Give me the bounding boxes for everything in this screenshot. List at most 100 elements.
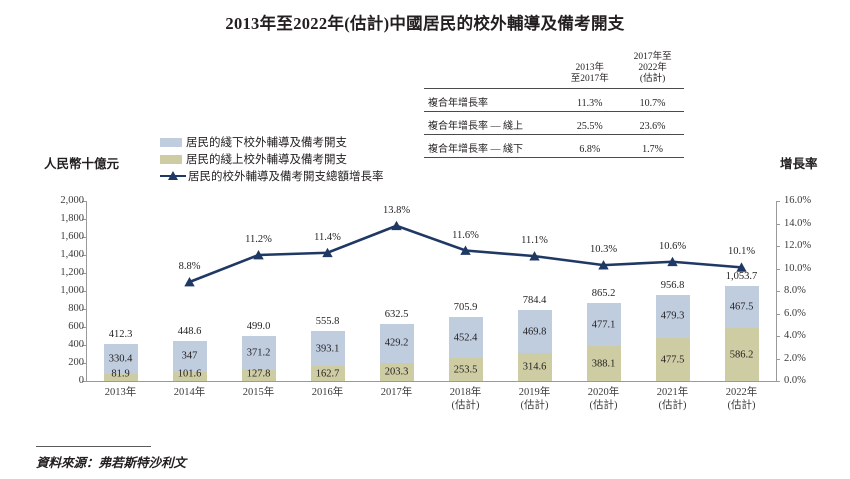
y-tick-right — [776, 313, 780, 315]
cagr-table-body: 複合年增長率 11.3% 10.7% 複合年增長率 — 綫上 25.5% 23.… — [424, 88, 684, 158]
x-tick-label-line1: 2021年 — [656, 387, 689, 398]
legend-swatch-online-icon — [160, 154, 182, 164]
bar-segment-offline — [172, 340, 207, 372]
bar-segment-offline — [586, 303, 621, 347]
legend-item-offline: 居民的綫下校外輔導及備考開支 — [160, 134, 384, 150]
bar-label-online: 162.7 — [315, 368, 340, 380]
bar-label-online: 101.6 — [177, 368, 202, 380]
growth-rate-label: 11.6% — [452, 229, 479, 241]
y-tick-label-left: 0 — [78, 374, 84, 386]
bar-label-total: 784.4 — [522, 295, 547, 307]
bar-label-total: 412.3 — [108, 328, 133, 340]
x-tick-label: 2019年 (估計) — [519, 386, 551, 412]
bar-label-offline: 371.2 — [246, 347, 271, 359]
growth-rate-marker — [253, 250, 264, 260]
legend-item-online: 居民的綫上校外輔導及備考開支 — [160, 151, 384, 167]
bar-label-online: 81.9 — [111, 368, 130, 380]
x-tick-label-line1: 2017年 — [380, 387, 413, 398]
y-tick-right — [776, 358, 780, 360]
bar-stack — [241, 336, 276, 381]
cagr-row-0-v2: 10.7% — [621, 88, 684, 112]
bar-stack — [103, 343, 138, 381]
legend-label-online: 居民的綫上校外輔導及備考開支 — [186, 154, 347, 166]
bar-stack — [310, 330, 345, 381]
source-rule — [36, 446, 151, 448]
cagr-table: 2013年 至2017年 2017年至 2022年 (估計) 複合年增長率 11… — [424, 50, 684, 158]
bar-label-total: 956.8 — [660, 279, 685, 291]
y-tick-label-left: 1,200 — [60, 266, 84, 278]
x-tick-label-line2: (估計) — [520, 400, 549, 412]
legend-line-marker-icon — [160, 170, 186, 182]
x-tick-label: 2016年 — [312, 386, 344, 399]
bar-label-online: 388.1 — [591, 358, 616, 370]
y-tick-label-right: 10.0% — [784, 262, 812, 274]
bar-label-total: 705.9 — [453, 302, 478, 314]
bar-segment-offline — [724, 286, 759, 329]
y-tick-left — [82, 201, 86, 202]
y-tick-label-left: 400 — [68, 338, 84, 350]
y-tick-right — [776, 223, 780, 225]
y-tick-left — [82, 237, 86, 238]
y-tick-left — [82, 381, 86, 382]
cagr-row-0-label: 複合年增長率 — [424, 88, 559, 112]
bar-stack — [379, 324, 414, 381]
bar-segment-offline — [103, 343, 138, 374]
x-axis — [86, 381, 777, 383]
y-tick-label-right: 0.0% — [784, 374, 806, 386]
x-tick-label-line1: 2013年 — [104, 387, 137, 398]
growth-rate-marker — [667, 256, 678, 267]
source-note: 資料來源：弗若斯特沙利文 — [36, 456, 187, 470]
x-tick-label-line1: 2015年 — [242, 387, 275, 398]
x-tick-label: 2014年 — [174, 386, 206, 399]
legend-label-offline: 居民的綫下校外輔導及備考開支 — [186, 137, 347, 149]
cagr-header-blank — [424, 50, 559, 89]
table-row: 複合年增長率 — 綫上 25.5% 23.6% — [424, 111, 684, 135]
bar-label-total: 865.2 — [591, 288, 616, 300]
y-tick-label-right: 4.0% — [784, 329, 806, 341]
x-tick-label-line1: 2018年 — [449, 387, 482, 398]
y-tick-left — [82, 255, 86, 256]
bar-label-total: 632.5 — [384, 309, 409, 321]
y-tick-left — [82, 363, 86, 364]
y-tick-right — [776, 268, 780, 270]
cagr-header-2017-2022: 2017年至 2022年 (估計) — [621, 50, 684, 89]
bar-stack — [172, 340, 207, 381]
bar-label-online: 586.2 — [729, 349, 754, 361]
y-tick-label-left: 1,800 — [60, 212, 84, 224]
x-tick-label-line1: 2019年 — [518, 387, 551, 398]
y-tick-left — [82, 219, 86, 220]
cagr-header-2017-2022-line1: 2017年至 — [633, 52, 672, 62]
bar-label-online: 127.8 — [246, 368, 271, 380]
bar-segment-online — [241, 369, 276, 381]
bar-label-online: 253.5 — [453, 364, 478, 376]
bar-label-total: 555.8 — [315, 315, 340, 327]
growth-rate-marker — [391, 220, 402, 231]
bar-stack — [448, 317, 483, 381]
y-tick-label-right: 14.0% — [784, 217, 812, 229]
y-tick-label-left: 2,000 — [60, 194, 84, 206]
y-tick-label-left: 800 — [68, 302, 84, 314]
x-tick-label-line1: 2016年 — [311, 387, 344, 398]
legend-label-growth-rate: 居民的校外輔導及備考開支總額增長率 — [188, 171, 384, 183]
cagr-header-2017-2022-line2: 2022年 — [638, 62, 667, 73]
y-tick-label-left: 1,600 — [60, 230, 84, 242]
x-tick-label-line2: (估計) — [451, 400, 480, 412]
bar-label-offline: 479.3 — [660, 310, 685, 322]
bar-segment-online — [310, 366, 345, 381]
y-tick-left — [82, 309, 86, 310]
cagr-row-1-label: 複合年增長率 — 綫上 — [424, 111, 559, 135]
x-tick-label: 2013年 — [105, 386, 137, 399]
x-tick-label-line2: (估計) — [727, 400, 756, 412]
cagr-header-2013-2017-line2: 至2017年 — [570, 73, 609, 84]
chart-legend: 居民的綫下校外輔導及備考開支 居民的綫上校外輔導及備考開支 居民的校外輔導及備考… — [160, 134, 384, 185]
x-tick-label: 2017年 — [381, 386, 413, 399]
y-tick-right — [776, 381, 780, 382]
cagr-row-2-label: 複合年增長率 — 綫下 — [424, 134, 559, 158]
bar-segment-online — [448, 358, 483, 381]
y-axis-title-left: 人民幣十億元 — [44, 157, 120, 171]
bar-segment-online — [724, 328, 759, 381]
y-tick-right — [776, 246, 780, 247]
bar-segment-offline — [517, 310, 552, 353]
x-tick-label-line2: (估計) — [658, 400, 687, 412]
